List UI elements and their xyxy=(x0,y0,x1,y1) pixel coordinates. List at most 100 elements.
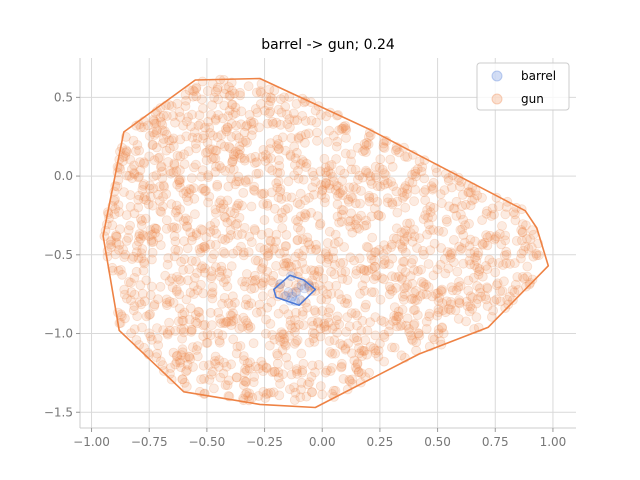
point-gun xyxy=(223,181,234,192)
point-gun xyxy=(146,281,157,292)
point-gun xyxy=(437,322,448,333)
point-gun xyxy=(237,137,248,148)
point-gun xyxy=(129,160,140,171)
point-gun xyxy=(115,264,126,275)
point-gun xyxy=(396,227,407,238)
point-gun xyxy=(346,149,357,160)
point-gun xyxy=(134,190,145,201)
point-gun xyxy=(239,375,250,386)
point-gun xyxy=(199,373,210,384)
point-gun xyxy=(356,185,366,196)
point-gun xyxy=(359,285,370,296)
point-gun xyxy=(262,302,273,313)
point-gun xyxy=(268,119,279,129)
point-gun xyxy=(136,299,147,310)
point-gun xyxy=(293,266,304,277)
point-gun xyxy=(141,311,152,322)
point-gun xyxy=(399,256,410,267)
point-gun xyxy=(361,299,371,310)
point-gun xyxy=(425,207,436,218)
point-barrel xyxy=(304,281,315,291)
point-gun xyxy=(469,260,480,270)
point-gun xyxy=(399,289,410,299)
point-gun xyxy=(208,225,219,235)
point-gun xyxy=(254,299,265,310)
point-gun xyxy=(320,162,331,173)
point-gun xyxy=(361,140,372,151)
point-gun xyxy=(417,162,428,172)
point-gun xyxy=(340,123,351,134)
point-gun xyxy=(473,269,484,280)
point-gun xyxy=(222,380,233,391)
point-gun xyxy=(212,179,223,190)
point-gun xyxy=(215,271,226,282)
point-gun xyxy=(113,200,124,211)
point-gun xyxy=(429,238,440,249)
point-gun xyxy=(301,162,311,172)
point-gun xyxy=(251,168,262,179)
point-gun xyxy=(207,253,218,264)
point-gun xyxy=(370,261,380,272)
point-gun xyxy=(264,84,275,95)
point-gun xyxy=(451,285,462,296)
point-gun xyxy=(516,248,527,259)
point-gun xyxy=(469,246,480,257)
point-gun xyxy=(330,385,341,396)
point-gun xyxy=(299,137,310,148)
point-gun xyxy=(188,183,199,194)
point-gun xyxy=(435,189,446,200)
point-gun xyxy=(216,139,226,150)
point-gun xyxy=(284,261,295,272)
point-gun xyxy=(438,305,449,316)
point-gun xyxy=(248,184,259,195)
point-gun xyxy=(334,217,345,228)
point-gun xyxy=(257,189,268,200)
point-gun xyxy=(134,297,145,308)
point-gun xyxy=(236,106,247,117)
point-gun xyxy=(397,187,408,198)
point-gun xyxy=(534,250,544,261)
point-gun xyxy=(234,141,245,152)
point-gun xyxy=(183,351,194,362)
point-gun xyxy=(187,132,198,143)
point-gun xyxy=(365,175,376,186)
point-gun xyxy=(410,285,421,296)
point-gun xyxy=(121,235,132,246)
point-gun xyxy=(197,225,208,236)
point-gun xyxy=(445,305,456,315)
point-gun xyxy=(413,328,424,339)
point-gun xyxy=(501,249,512,260)
point-gun xyxy=(373,351,384,362)
point-gun xyxy=(427,291,438,302)
point-gun xyxy=(476,291,487,302)
point-gun xyxy=(144,231,154,242)
point-gun xyxy=(168,141,179,152)
point-gun xyxy=(131,335,142,345)
point-gun xyxy=(338,205,349,216)
point-gun xyxy=(209,249,219,260)
point-gun xyxy=(251,87,262,98)
point-gun xyxy=(338,121,349,132)
point-gun xyxy=(211,208,221,218)
point-gun xyxy=(290,251,301,262)
point-barrel xyxy=(287,291,298,302)
point-gun xyxy=(289,115,300,126)
point-gun xyxy=(396,272,407,283)
point-gun xyxy=(222,268,233,279)
point-gun xyxy=(402,218,413,229)
point-gun xyxy=(161,189,172,199)
point-gun xyxy=(343,194,354,205)
point-gun xyxy=(181,294,192,305)
point-gun xyxy=(464,255,475,266)
point-gun xyxy=(324,347,335,357)
point-gun xyxy=(363,242,374,253)
point-gun xyxy=(232,218,242,229)
point-gun xyxy=(211,145,222,156)
point-gun xyxy=(213,307,224,318)
point-gun xyxy=(397,291,408,302)
point-gun xyxy=(201,232,212,243)
point-gun xyxy=(304,239,315,250)
point-gun xyxy=(345,221,356,232)
point-gun xyxy=(379,179,390,190)
point-gun xyxy=(355,263,366,274)
